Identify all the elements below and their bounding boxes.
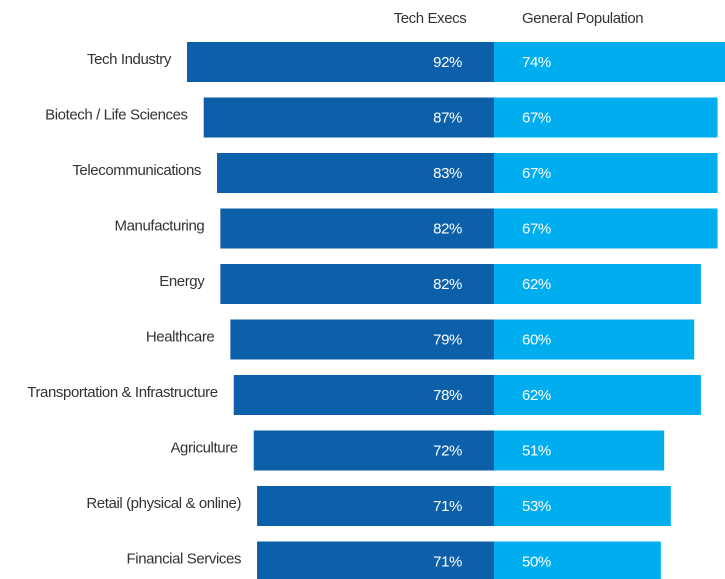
value-label: 51% [522,442,551,459]
value-label: 67% [522,109,551,126]
category-label: Telecommunications [72,162,201,179]
legend-label: General Population [522,10,643,27]
value-label: 74% [522,54,551,71]
category-label: Biotech / Life Sciences [45,106,188,123]
value-label: 71% [433,498,462,515]
bar [494,208,718,249]
bar [494,264,701,304]
bar [494,42,725,82]
value-label: 72% [433,442,462,459]
value-label: 82% [433,276,462,293]
value-label: 87% [433,109,462,126]
category-label: Healthcare [146,328,215,345]
bar [494,97,718,138]
value-label: 60% [522,331,551,348]
value-label: 62% [522,276,551,293]
value-label: 62% [522,387,551,404]
bar [253,430,494,471]
bar [257,541,494,579]
value-label: 67% [522,165,551,182]
bar [494,153,718,193]
value-label: 50% [522,553,551,570]
value-label: 83% [433,165,462,182]
category-label: Retail (physical & online) [86,495,241,512]
bar [494,375,701,415]
bar [186,42,494,82]
category-label: Transportation & Infrastructure [27,384,218,401]
value-label: 92% [433,54,462,71]
category-label: Agriculture [170,439,237,456]
value-label: 71% [433,553,462,570]
bar [203,97,494,138]
value-label: 53% [522,498,551,515]
bar [220,208,494,249]
bar [230,319,494,360]
category-label: Energy [159,273,205,290]
bar [494,486,671,526]
value-label: 67% [522,220,551,237]
bar [233,375,495,415]
bar [217,153,495,193]
bar [494,541,661,579]
bar [257,486,494,526]
category-label: Manufacturing [115,217,205,234]
bar [494,319,695,360]
category-label: Financial Services [127,550,242,567]
bar [494,430,665,471]
legend-label: Tech Execs [394,10,467,27]
bar [220,264,494,304]
value-label: 78% [433,387,462,404]
value-label: 79% [433,331,462,348]
category-label: Tech Industry [87,51,172,68]
value-label: 82% [433,220,462,237]
